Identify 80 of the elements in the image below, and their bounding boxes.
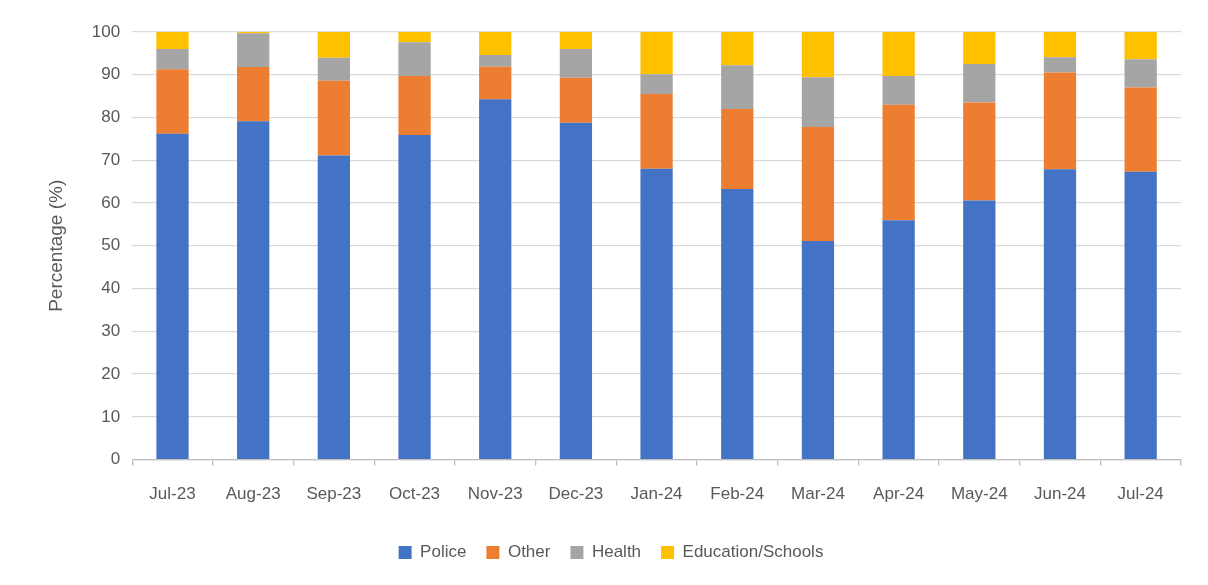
bar bbox=[479, 55, 512, 67]
bar bbox=[559, 32, 593, 50]
bar bbox=[156, 32, 189, 50]
bar bbox=[1124, 59, 1157, 88]
bar bbox=[398, 76, 431, 136]
x-tick-label: Dec-23 bbox=[548, 484, 604, 504]
bar bbox=[1043, 72, 1077, 170]
x-tick-label: Aug-23 bbox=[225, 484, 281, 504]
bar bbox=[237, 33, 270, 68]
bar bbox=[156, 133, 189, 459]
bar bbox=[963, 32, 996, 65]
x-tick-label: Jun-24 bbox=[1033, 484, 1086, 504]
y-tick-label: 70 bbox=[101, 149, 121, 169]
bar bbox=[398, 32, 431, 43]
bar bbox=[317, 57, 350, 81]
bar bbox=[801, 126, 835, 242]
legend-label: Education/Schools bbox=[682, 542, 824, 562]
x-tick-label: Oct-23 bbox=[389, 484, 441, 504]
bar bbox=[1043, 169, 1077, 459]
bar bbox=[721, 65, 754, 109]
y-tick-label: 100 bbox=[91, 21, 121, 41]
bar bbox=[317, 155, 350, 459]
bar bbox=[721, 32, 754, 66]
y-tick-label: 90 bbox=[101, 64, 121, 84]
bar bbox=[398, 42, 431, 77]
bar bbox=[1043, 57, 1077, 73]
bar bbox=[317, 32, 350, 58]
bar bbox=[640, 94, 673, 169]
bar bbox=[398, 135, 431, 459]
bar bbox=[963, 102, 996, 201]
y-axis-title: Percentage (%) bbox=[44, 179, 66, 312]
x-tick-label: Jan-24 bbox=[630, 484, 683, 504]
bar bbox=[882, 32, 915, 77]
y-tick-label: 40 bbox=[101, 278, 121, 298]
bar bbox=[156, 49, 189, 70]
legend-label: Police bbox=[420, 542, 467, 562]
bar bbox=[882, 76, 915, 105]
bar bbox=[156, 69, 189, 134]
y-tick-label: 20 bbox=[101, 363, 121, 383]
x-tick-label: Apr-24 bbox=[873, 484, 925, 504]
bar bbox=[479, 99, 512, 459]
y-tick-label: 80 bbox=[101, 107, 121, 127]
x-tick-label: Jul-24 bbox=[1117, 484, 1164, 504]
bar bbox=[237, 121, 270, 459]
y-tick-label: 0 bbox=[110, 449, 121, 469]
bar bbox=[801, 32, 835, 78]
bar bbox=[721, 188, 754, 459]
y-tick-label: 50 bbox=[101, 235, 121, 255]
x-tick-label: Mar-24 bbox=[791, 484, 845, 504]
x-tick-label: Nov-23 bbox=[467, 484, 523, 504]
x-tick-label: Jul-23 bbox=[149, 484, 196, 504]
bar bbox=[1124, 87, 1157, 172]
bar bbox=[640, 74, 673, 94]
bar bbox=[640, 168, 673, 459]
legend-label: Other bbox=[507, 542, 551, 562]
y-tick-label: 10 bbox=[101, 406, 121, 426]
x-tick-label: May-24 bbox=[950, 484, 1008, 504]
y-tick-label: 30 bbox=[101, 321, 121, 341]
bar bbox=[479, 32, 512, 56]
bar bbox=[559, 49, 593, 78]
bar bbox=[1124, 171, 1157, 459]
bar bbox=[801, 241, 835, 459]
bar bbox=[237, 67, 270, 122]
x-tick-label: Feb-24 bbox=[710, 484, 765, 504]
bar bbox=[882, 220, 915, 459]
bar bbox=[963, 200, 996, 459]
bar bbox=[1124, 32, 1157, 60]
bar bbox=[559, 77, 593, 123]
y-tick-label: 60 bbox=[101, 192, 121, 212]
bar bbox=[640, 32, 673, 75]
bar bbox=[1043, 32, 1077, 58]
bar bbox=[559, 122, 593, 459]
x-tick-label: Sep-23 bbox=[306, 484, 362, 504]
bar bbox=[882, 104, 915, 221]
bar bbox=[479, 66, 512, 100]
bar bbox=[963, 64, 996, 103]
bar bbox=[721, 108, 754, 189]
legend-label: Health bbox=[591, 542, 642, 562]
bar bbox=[317, 80, 350, 156]
bar bbox=[801, 77, 835, 127]
